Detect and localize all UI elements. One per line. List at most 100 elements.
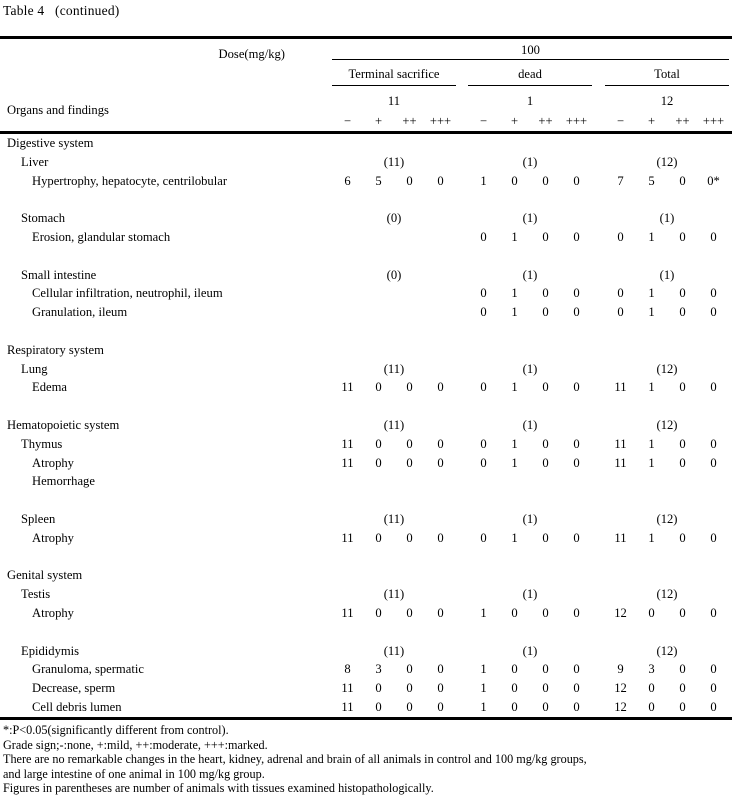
cell-value: 0 — [437, 681, 444, 696]
table-row: Cell debris lumen 11 0 0 0 1 0 0 0 12 0 0 0 — [0, 698, 732, 717]
row-label: Digestive system — [7, 136, 94, 150]
group-header: Total — [654, 67, 680, 81]
row-label: Granuloma, spermatic — [32, 662, 144, 677]
cell-examined-count: (1) — [522, 587, 538, 602]
cell-value: 0 — [480, 305, 487, 320]
cell-examined-count: (1) — [522, 361, 538, 376]
row-label: Hemorrhage — [32, 474, 95, 489]
row-header-label: Organs and findings — [7, 103, 109, 117]
cell-examined-count: (12) — [656, 417, 678, 432]
cell-value: 1 — [480, 662, 487, 677]
table-body: Digestive system Liver (11) (1) (12) Hypertro… — [0, 134, 732, 720]
footnote-line: Figures in parentheses are number of ani… — [3, 781, 434, 795]
table-row: Hemorrhage — [0, 472, 732, 491]
value-group: 7 5 0 0* — [605, 172, 729, 191]
row-label: Genital system — [7, 568, 83, 583]
cell-value: 12 — [614, 681, 627, 696]
cell-value: 11 — [341, 530, 354, 545]
cell-value: 0 — [480, 380, 487, 395]
cell-value: 0 — [542, 436, 549, 451]
cell-value: 0 — [573, 662, 580, 677]
cell-value: 1 — [511, 380, 518, 395]
cell-value: 1 — [648, 436, 655, 451]
cell-value: 0 — [573, 681, 580, 696]
cell-value: 0 — [573, 380, 580, 395]
cell-value: 0 — [406, 662, 413, 677]
cell-value: 0 — [480, 530, 487, 545]
cell-value: 0 — [375, 605, 382, 620]
cell-examined-count: (12) — [656, 587, 678, 602]
cell-value: 0 — [375, 436, 382, 451]
cell-value: 11 — [341, 605, 354, 620]
value-group: 11 0 0 0 — [332, 604, 456, 623]
cell-value: 0 — [679, 605, 686, 620]
cell-value: 1 — [511, 229, 518, 244]
cell-examined-count: (12) — [656, 361, 678, 376]
cell-examined-count: (11) — [383, 587, 405, 602]
group-count: 12 — [660, 94, 674, 108]
cell-value: 0 — [573, 436, 580, 451]
cell-value: 12 — [614, 605, 627, 620]
cell-value: 11 — [614, 436, 627, 451]
cell-examined-count: (1) — [522, 267, 538, 282]
row-label: Granulation, ileum — [32, 305, 128, 320]
cell-value: 1 — [480, 681, 487, 696]
cell-value: 0 — [437, 436, 444, 451]
cell-examined-count: (11) — [383, 417, 405, 432]
footnote-line: *:P<0.05(significantly different from co… — [3, 723, 229, 737]
cell-value: 0 — [710, 605, 717, 620]
cell-value: 0 — [375, 681, 382, 696]
grade-sign-row: − + ++ +++ — [605, 115, 729, 128]
cell-value: 0 — [617, 305, 624, 320]
grade-sign-row: − + ++ +++ — [332, 115, 456, 128]
row-label: Atrophy — [32, 605, 74, 620]
row-label: Liver — [21, 154, 49, 169]
cell-value: 0 — [679, 455, 686, 470]
cell-value: 0 — [406, 173, 413, 188]
row-label: Stomach — [21, 211, 66, 226]
cell-value: 0 — [648, 605, 655, 620]
table-row: Atrophy 11 0 0 0 0 1 0 0 11 1 0 0 — [0, 454, 732, 473]
cell-value: 3 — [648, 662, 655, 677]
cell-value: 0 — [542, 305, 549, 320]
cell-value: 1 — [480, 605, 487, 620]
table-row: Spleen (11) (1) (12) — [0, 510, 732, 529]
cell-value: 11 — [341, 681, 354, 696]
dose-label: Dose(mg/kg) — [218, 47, 285, 61]
cell-value: 0 — [679, 286, 686, 301]
cell-examined-count: (1) — [522, 643, 538, 658]
cell-value: 8 — [344, 662, 351, 677]
value-group: 11 0 0 0 — [332, 435, 456, 454]
cell-value: 1 — [648, 286, 655, 301]
value-group: 1 0 0 0 — [468, 698, 592, 717]
cell-value: 9 — [617, 662, 624, 677]
value-group: 11 1 0 0 — [605, 529, 729, 548]
cell-value: 0 — [679, 436, 686, 451]
cell-value: 0 — [480, 229, 487, 244]
row-label: Respiratory system — [7, 342, 104, 357]
cell-value: 0 — [679, 305, 686, 320]
cell-value: 1 — [648, 455, 655, 470]
grade-sign: ++ — [402, 114, 417, 128]
cell-value: 0 — [375, 530, 382, 545]
row-label: Epididymis — [21, 643, 80, 658]
grade-sign: + — [647, 114, 656, 128]
footnote-line: There are no remarkable changes in the h… — [3, 752, 587, 766]
cell-value: 0 — [542, 229, 549, 244]
cell-value: 0 — [710, 305, 717, 320]
cell-examined-count: (12) — [656, 511, 678, 526]
table-row: Atrophy 11 0 0 0 0 1 0 0 11 1 0 0 — [0, 529, 732, 548]
value-group: 0 1 0 0 — [605, 303, 729, 322]
cell-value: 3 — [375, 662, 382, 677]
cell-value: 0 — [710, 530, 717, 545]
row-label: Cell debris lumen — [32, 699, 122, 714]
cell-value: 0 — [511, 681, 518, 696]
table-row: Hematopoietic system (11) (1) (12) — [0, 416, 732, 435]
cell-value: 0 — [511, 662, 518, 677]
row-label: Thymus — [21, 436, 63, 451]
grade-sign: ++ — [675, 114, 690, 128]
row-label: Cellular infiltration, neutrophil, ileum — [32, 286, 223, 301]
cell-value: 0 — [679, 699, 686, 714]
grade-sign: + — [374, 114, 383, 128]
cell-value: 0 — [542, 173, 549, 188]
